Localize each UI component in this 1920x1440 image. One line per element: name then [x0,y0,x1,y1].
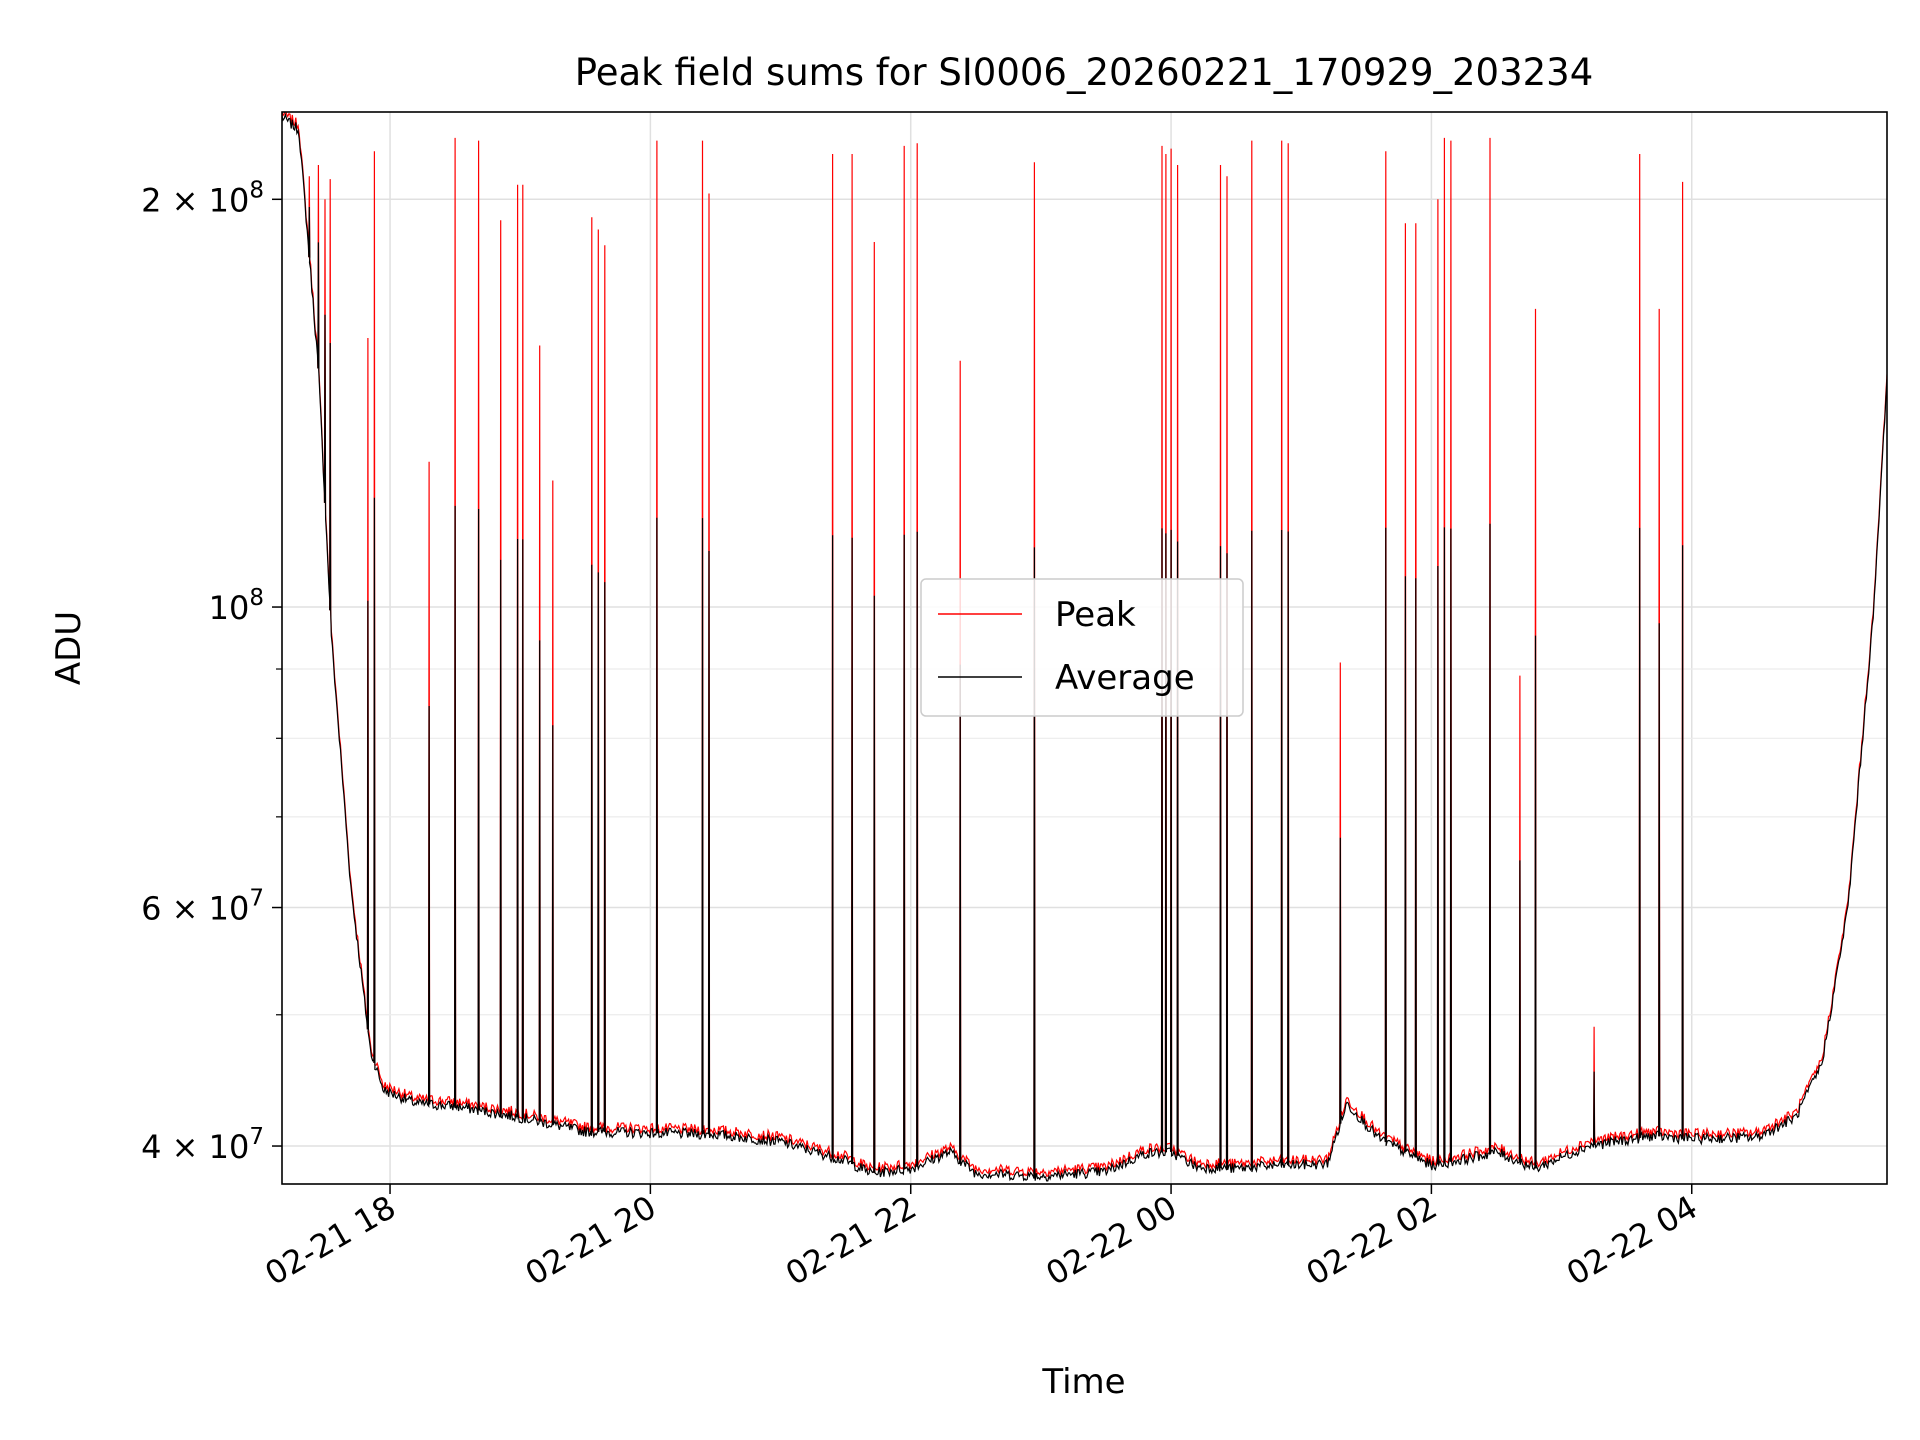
plot-area [282,112,1887,1182]
chart-title: Peak field sums for SI0006_20260221_1709… [575,51,1594,94]
y-tick-label: 4 × 107 [141,1124,264,1166]
legend: Peak Average [920,578,1244,717]
x-tick-label: 02-22 02 [1300,1188,1444,1293]
x-tick-label: 02-22 04 [1560,1188,1704,1293]
x-axis: 02-21 18 02-21 20 02-21 22 02-22 00 02-22 02… [258,1184,1704,1293]
y-axis-label: ADU [49,611,89,685]
x-tick-label: 02-22 00 [1039,1188,1183,1293]
series-line-average [282,112,1887,1182]
y-tick-label: 6 × 107 [141,886,264,928]
series-line-peak [282,112,1887,1177]
y-axis: 4 × 107 6 × 107 108 2 × 108 [141,177,282,1166]
x-axis-label: Time [1041,1362,1125,1402]
x-tick-label: 02-21 20 [519,1188,663,1293]
plot-frame [281,111,1888,1185]
y-tick-label: 108 [209,585,264,627]
y-tick-label: 2 × 108 [141,177,264,219]
legend-label-average: Average [1055,658,1195,698]
x-tick-label: 02-21 18 [258,1188,402,1293]
legend-label-peak: Peak [1055,595,1136,635]
x-tick-label: 02-21 22 [779,1188,923,1293]
